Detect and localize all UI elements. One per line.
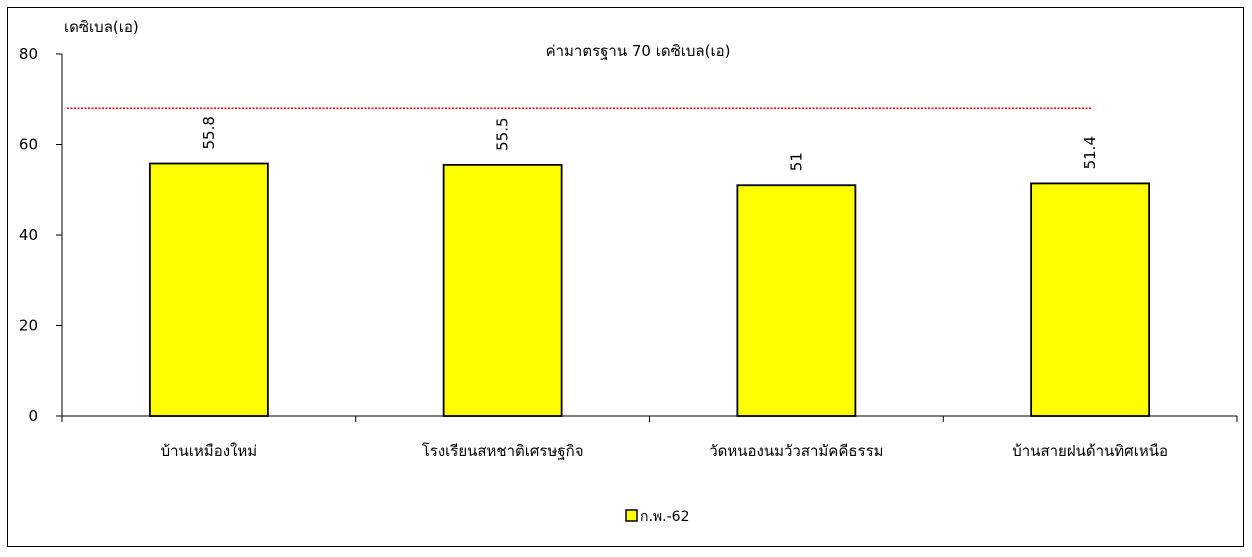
x-tick-label: โรงเรียนสหชาติเศรษฐกิจ [422, 442, 584, 460]
y-tick-label: 0 [28, 407, 38, 425]
y-tick-label: 80 [19, 45, 38, 63]
y-tick-label: 20 [19, 317, 38, 335]
labels: 55.8 บ้านเหมืองใหม่ 55.5 โรงเรียนสหชาติเศรษ… [161, 116, 1168, 460]
legend: ก.พ.-62 [625, 509, 689, 525]
bar [736, 184, 857, 417]
bar [1030, 182, 1151, 417]
legend-swatch [625, 509, 638, 522]
bars [148, 162, 1151, 417]
x-tick-label: วัดหนองนมวัวสามัคคีธรรม [709, 442, 883, 460]
bar [442, 163, 563, 417]
data-label: 51.4 [1081, 136, 1099, 169]
reference-line-label: ค่ามาตรฐาน 70 เดซิเบล(เอ) [546, 42, 731, 60]
x-tick-label: บ้านเหมืองใหม่ [161, 442, 258, 460]
legend-label: ก.พ.-62 [640, 509, 689, 525]
data-label: 55.8 [200, 116, 218, 149]
x-tick-label: บ้านสายฝนด้านทิศเหนือ [1012, 442, 1168, 460]
bar [148, 162, 269, 417]
y-tick-label: 40 [19, 226, 38, 244]
y-tick-label: 60 [19, 136, 38, 154]
data-label: 55.5 [494, 117, 512, 150]
data-label: 51 [787, 152, 805, 171]
y-axis-title: เดซิเบล(เอ) [64, 18, 139, 36]
